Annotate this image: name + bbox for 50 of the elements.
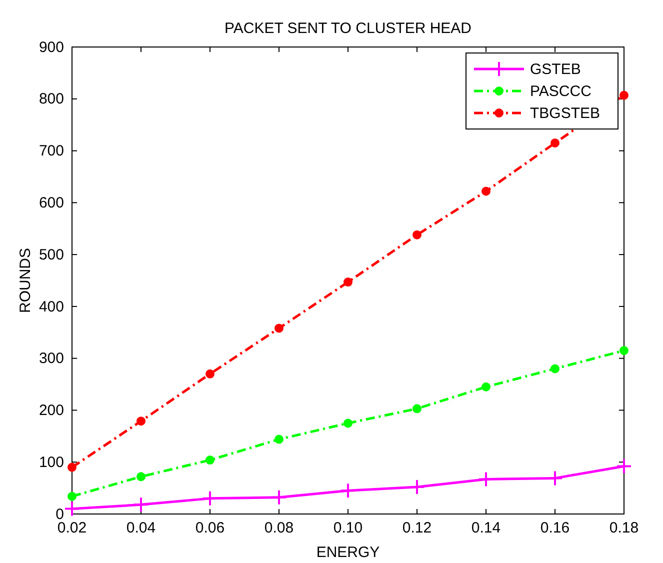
- x-tick-label: 0.18: [609, 520, 639, 537]
- legend-label: PASCCC: [530, 83, 592, 100]
- point: [274, 434, 284, 444]
- point: [68, 492, 76, 501]
- point: [547, 470, 563, 486]
- legend-label: TBGSTEB: [530, 105, 600, 122]
- chart-title: PACKET SENT TO CLUSTER HEAD: [224, 20, 472, 37]
- point: [274, 324, 284, 333]
- point: [550, 138, 560, 148]
- point: [409, 479, 425, 496]
- x-tick-label: 0.16: [540, 520, 570, 537]
- y-tick-label: 800: [38, 90, 64, 108]
- point: [344, 418, 352, 428]
- point: [550, 364, 560, 374]
- y-axis-title: ROUNDS: [17, 248, 34, 314]
- x-tick-label: 0.06: [195, 520, 225, 537]
- point: [616, 458, 632, 474]
- point: [344, 278, 352, 287]
- y-tick-label: 700: [38, 142, 64, 160]
- x-tick-label: 0.12: [402, 520, 432, 537]
- point: [133, 496, 149, 513]
- point: [412, 230, 422, 240]
- y-tick-label: 400: [38, 298, 64, 316]
- point: [482, 382, 490, 392]
- point: [68, 462, 76, 472]
- legend-label: GSTEB: [530, 61, 581, 78]
- point: [64, 500, 80, 517]
- y-tick-label: 100: [38, 454, 64, 471]
- point: [620, 346, 628, 356]
- point: [136, 416, 146, 426]
- point: [271, 489, 287, 506]
- x-tick-label: 0.10: [333, 520, 363, 537]
- y-tick-label: 300: [38, 350, 64, 368]
- y-tick-label: 900: [38, 38, 64, 56]
- x-tick-label: 0.04: [126, 520, 156, 537]
- point: [136, 472, 146, 482]
- y-tick-label: 200: [38, 402, 64, 420]
- point: [412, 404, 422, 414]
- y-tick-label: 500: [38, 246, 64, 264]
- y-tick-label: 600: [38, 194, 64, 212]
- point: [202, 490, 218, 506]
- point: [620, 90, 628, 100]
- x-tick-label: 0.08: [264, 520, 294, 537]
- x-tick-label: 0.14: [471, 520, 501, 537]
- point: [482, 186, 490, 196]
- point: [478, 471, 494, 488]
- point: [206, 369, 214, 378]
- point: [206, 456, 214, 465]
- point: [340, 482, 356, 499]
- x-axis-title: ENERGY: [316, 544, 380, 561]
